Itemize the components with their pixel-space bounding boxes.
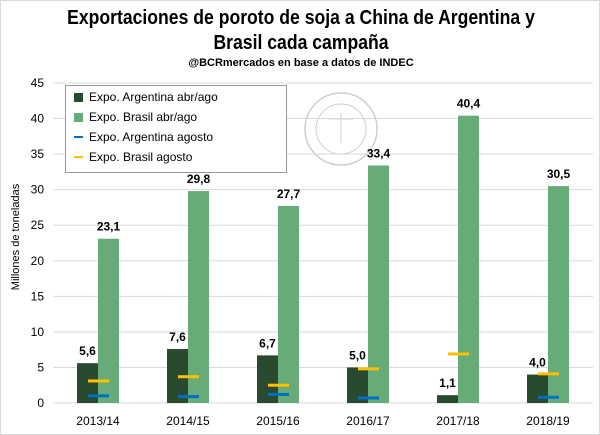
marker-brasil-agosto [358,367,379,371]
bar-brasil [98,238,119,403]
data-label: 27,7 [277,187,301,201]
bar-argentina [77,363,98,403]
marker-argentina-agosto [358,396,379,400]
marker-argentina-agosto [178,395,199,399]
data-label: 5,0 [349,348,366,362]
chart-subtitle: @BCRmercados en base a datos de INDEC [188,57,414,69]
x-tick-label: 2017/18 [436,414,480,428]
legend-item: Expo. Argentina abr/ago [74,90,218,104]
y-tick-label: 0 [37,396,44,410]
bar-argentina [347,367,368,403]
data-label: 40,4 [457,97,481,111]
data-label: 6,7 [259,336,276,350]
legend-label: Expo. Argentina abr/ago [89,90,218,104]
legend-item: Expo. Argentina agosto [74,130,213,144]
bar-brasil [548,186,569,403]
y-tick-label: 25 [31,218,45,232]
data-label: 30,5 [547,167,571,181]
bar-argentina [437,395,458,403]
marker-argentina-agosto [88,394,109,398]
legend-label: Expo. Brasil abr/ago [89,110,198,124]
data-label: 1,1 [439,376,456,390]
chart-title-line1: Exportaciones de poroto de soja a China … [67,7,535,29]
marker-brasil-agosto [88,379,109,383]
data-label: 4,0 [529,356,546,370]
marker-brasil-agosto [538,372,559,376]
legend-label: Expo. Brasil agosto [89,150,193,164]
legend-swatch [74,112,83,122]
legend-item: Expo. Brasil agosto [74,150,192,164]
y-axis-label: Millones de toneladas [10,183,22,291]
bar-argentina [257,355,278,403]
legend-item: Expo. Brasil abr/ago [74,110,197,124]
x-tick-label: 2014/15 [166,414,210,428]
marker-brasil-agosto [178,375,199,379]
y-tick-label: 45 [31,76,45,90]
legend-swatch [74,156,83,158]
legend-swatch [74,92,83,102]
bar-brasil [278,206,299,403]
y-tick-label: 40 [31,112,45,126]
bar-brasil [188,191,209,403]
data-label: 33,4 [367,146,391,160]
bar-brasil [458,115,479,403]
x-tick-label: 2013/14 [76,414,120,428]
marker-brasil-agosto [268,383,289,387]
bar-brasil [368,165,389,403]
y-tick-label: 5 [37,360,44,374]
chart-title-line2: Brasil cada campaña [213,32,389,54]
y-tick-label: 35 [31,147,45,161]
bar-argentina [167,348,188,403]
legend-label: Expo. Argentina agosto [89,130,214,144]
marker-brasil-agosto [448,352,469,356]
y-tick-label: 15 [31,289,45,303]
y-tick-label: 30 [31,183,45,197]
data-label: 23,1 [97,220,121,234]
data-label: 5,6 [79,344,96,358]
legend: Expo. Argentina abr/ago Expo. Brasil abr/… [65,85,287,173]
x-tick-label: 2015/16 [256,414,300,428]
x-tick-label: 2018/19 [526,414,570,428]
data-label: 29,8 [187,172,211,186]
data-label: 7,6 [169,330,186,344]
marker-argentina-agosto [268,392,289,396]
y-tick-label: 20 [31,254,45,268]
legend-swatch [74,136,83,138]
y-tick-label: 10 [31,325,45,339]
x-tick-label: 2016/17 [346,414,390,428]
marker-argentina-agosto [538,395,559,399]
